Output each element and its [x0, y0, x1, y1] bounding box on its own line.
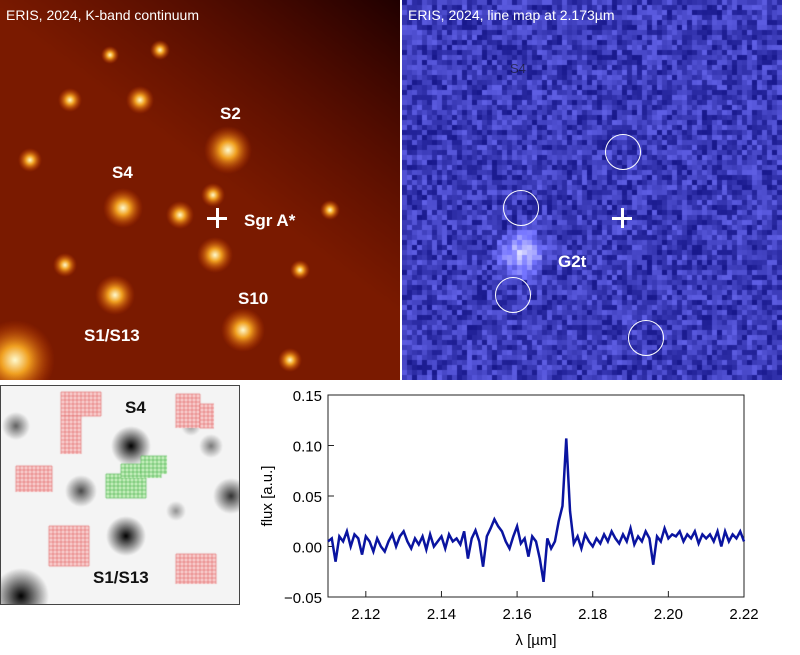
label-s4: S4	[125, 398, 146, 417]
x-tick-label: 2.16	[502, 606, 531, 623]
aperture-circle	[503, 190, 539, 226]
line-map-title: ERIS, 2024, line map at 2.173µm	[408, 7, 615, 23]
sgra-cross-icon	[207, 208, 227, 228]
aperture-circle	[605, 134, 641, 170]
line-map-image	[402, 0, 782, 380]
y-axis-label: flux [a.u.]	[259, 466, 276, 527]
aperture-circle	[495, 277, 531, 313]
label-s1-s13: S1/S13	[93, 568, 149, 587]
x-axis-label: λ [µm]	[515, 632, 556, 649]
label-s10: S10	[238, 289, 269, 308]
mask-image	[1, 386, 239, 604]
y-tick-label: 0.05	[293, 489, 322, 506]
continuum-image	[0, 0, 400, 380]
y-tick-label: 0.15	[293, 388, 322, 405]
plot-frame	[327, 394, 745, 598]
label-s1-s13: S1/S13	[84, 326, 140, 345]
label-s2: S2	[220, 104, 241, 123]
x-tick-label: 2.12	[351, 606, 380, 623]
sgra-cross-icon	[612, 208, 632, 228]
continuum-title: ERIS, 2024, K-band continuum	[6, 7, 200, 23]
y-tick-label: −0.05	[284, 590, 322, 607]
y-tick-label: 0.00	[293, 540, 322, 557]
label-s4: S4	[112, 163, 133, 182]
y-tick-label: 0.10	[293, 439, 322, 456]
mask-panel: S4 S1/S13	[0, 385, 240, 605]
spectrum-line	[327, 438, 746, 583]
label-g2t: G2t	[558, 252, 587, 271]
line-map-panel: ERIS, 2024, line map at 2.173µm S4 G2t	[402, 0, 782, 380]
continuum-map-panel: ERIS, 2024, K-band continuum S2 S4 Sgr A…	[0, 0, 400, 380]
x-tick-label: 2.18	[578, 606, 607, 623]
label-s4-faint: S4	[510, 61, 526, 76]
x-tick-label: 2.22	[729, 606, 758, 623]
aperture-circle	[628, 320, 664, 356]
x-tick-label: 2.20	[654, 606, 683, 623]
label-sgra: Sgr A*	[244, 211, 296, 230]
spectrum-chart: 2.12 2.14 2.16 2.18 2.20 2.22 0.15 0.10 0.05 0.00…	[259, 388, 759, 649]
x-tick-label: 2.14	[427, 606, 456, 623]
